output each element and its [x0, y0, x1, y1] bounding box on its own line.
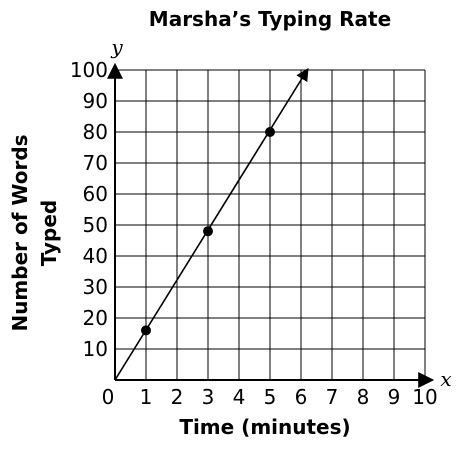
x-tick-label-5: 5 [264, 385, 277, 409]
x-axis-variable: x [440, 367, 451, 391]
data-point-1 [141, 325, 151, 336]
y-tick-label-20: 20 [83, 306, 108, 330]
x-tick-label-0: 0 [102, 385, 115, 409]
x-tick-label-10: 10 [412, 385, 437, 409]
y-tick-label-50: 50 [83, 213, 108, 237]
data-point-5 [265, 127, 275, 137]
x-tick-label-6: 6 [295, 385, 308, 409]
y-axis-label-line-2: Typed [37, 200, 61, 267]
y-tick-label-90: 90 [83, 89, 108, 113]
x-tick-labels: 0 1 2 3 4 5 6 7 8 9 10 [102, 385, 438, 409]
data-point-3 [203, 226, 213, 237]
x-tick-label-1: 1 [140, 385, 153, 409]
y-tick-label-30: 30 [83, 275, 108, 299]
y-axis-label-line-1: Number of Words [8, 134, 32, 331]
x-tick-label-8: 8 [357, 385, 370, 409]
y-tick-label-100: 100 [70, 58, 108, 82]
data-points [141, 127, 275, 336]
axes [107, 62, 435, 388]
x-tick-label-2: 2 [171, 385, 184, 409]
x-axis-label: Time (minutes) [179, 415, 350, 439]
y-axis-label: Number of Words Typed [8, 134, 61, 331]
x-tick-label-4: 4 [233, 385, 246, 409]
y-tick-label-70: 70 [83, 151, 108, 175]
y-tick-label-80: 80 [83, 120, 108, 144]
y-tick-label-60: 60 [83, 182, 108, 206]
y-tick-labels: 10 20 30 40 50 60 70 80 90 100 [70, 58, 108, 361]
x-tick-label-7: 7 [326, 385, 339, 409]
grid [115, 69, 426, 380]
chart-title: Marsha’s Typing Rate [149, 7, 391, 31]
y-tick-label-40: 40 [83, 244, 108, 268]
y-axis-variable: y [110, 35, 123, 59]
x-tick-label-3: 3 [202, 385, 215, 409]
y-tick-label-10: 10 [83, 337, 108, 361]
x-tick-label-9: 9 [388, 385, 401, 409]
